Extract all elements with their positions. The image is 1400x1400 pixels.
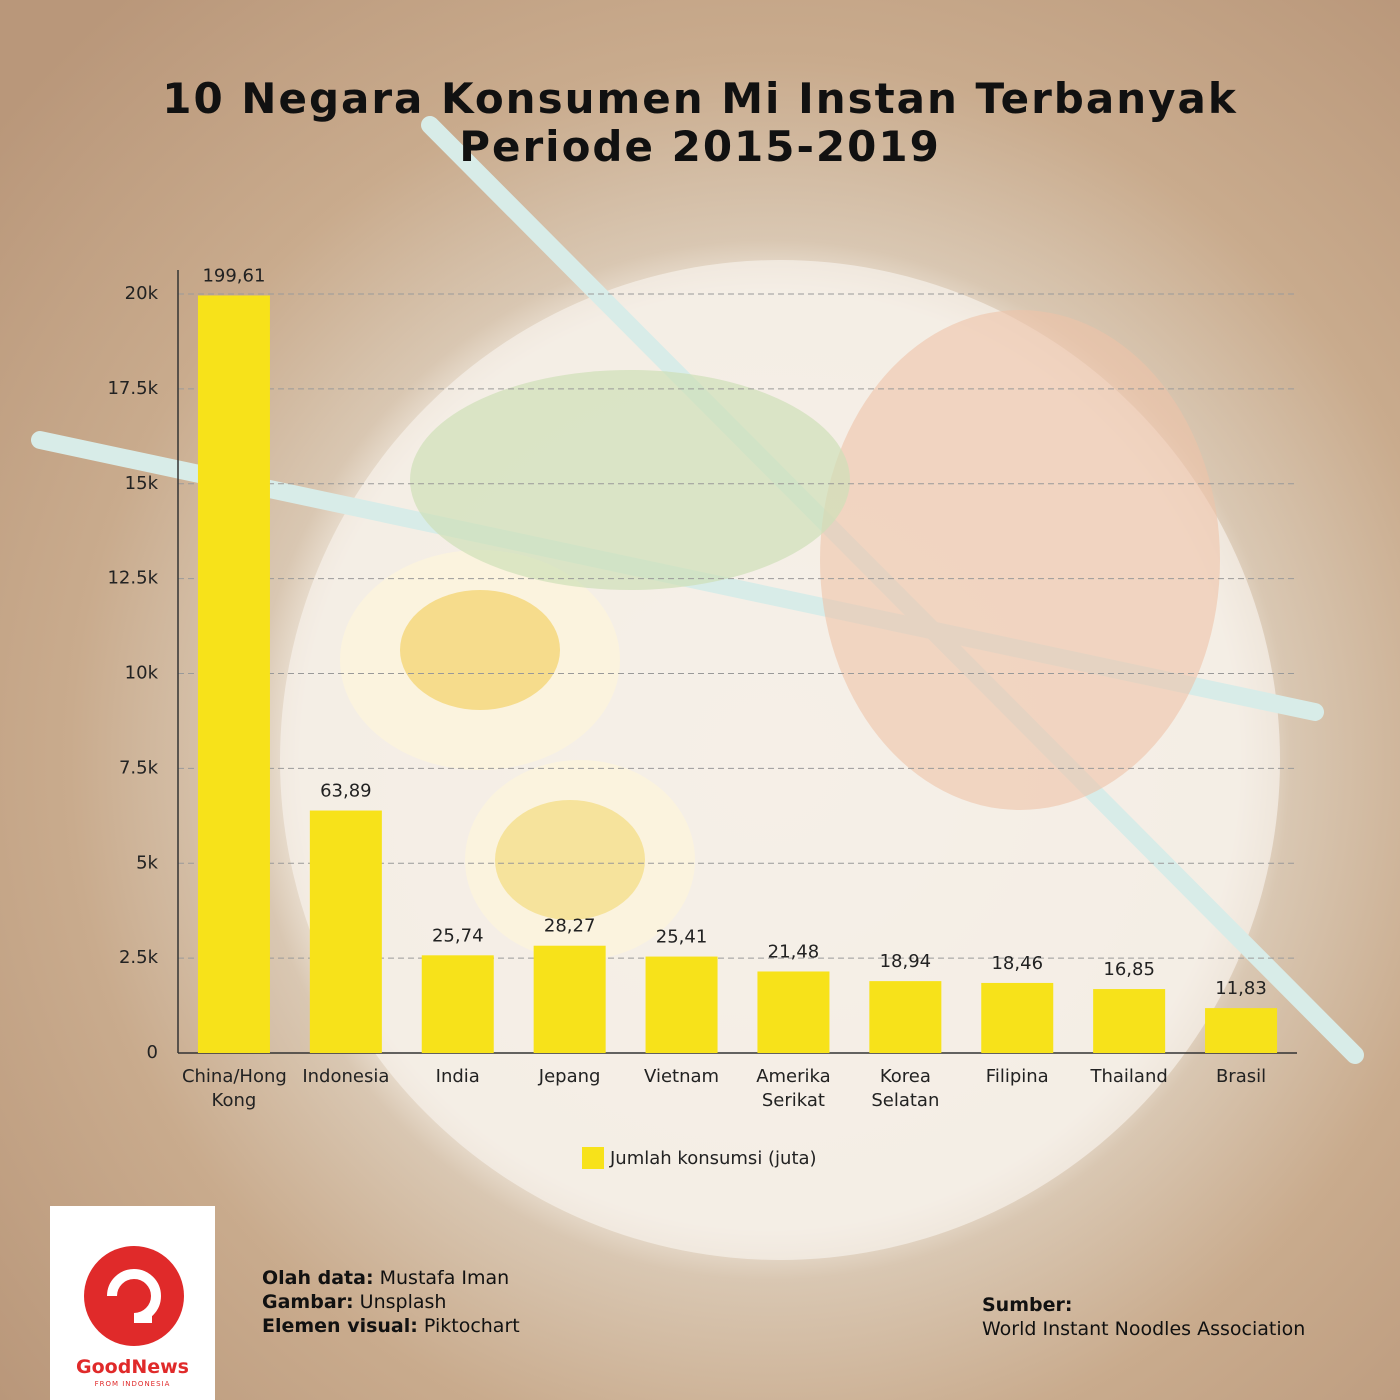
y-tick-label: 20k xyxy=(125,283,159,304)
meat xyxy=(820,310,1220,810)
value-label: 11,83 xyxy=(1215,978,1267,999)
bar xyxy=(1093,989,1166,1053)
credit: Elemen visual: Piktochart xyxy=(262,1314,520,1338)
credit-value: Unsplash xyxy=(359,1291,447,1313)
credit-label: Gambar: xyxy=(262,1291,354,1313)
egg-yolk xyxy=(400,590,560,710)
y-tick-label: 17.5k xyxy=(107,378,158,399)
credit-value: Mustafa Iman xyxy=(379,1267,510,1289)
value-label: 63,89 xyxy=(320,781,372,802)
value-label: 25,41 xyxy=(656,927,708,948)
source: Sumber: World Instant Noodles Associatio… xyxy=(982,1293,1305,1341)
x-tick-label: Thailand xyxy=(1090,1066,1168,1087)
bar xyxy=(757,971,830,1053)
credit-label: Olah data: xyxy=(262,1267,374,1289)
bar xyxy=(981,982,1054,1053)
logo: GoodNews FROM INDONESIA xyxy=(50,1206,215,1400)
bar xyxy=(421,955,494,1053)
bar xyxy=(533,945,606,1053)
legend-label: Jumlah konsumsi (juta) xyxy=(609,1148,817,1169)
greens xyxy=(410,370,850,590)
y-tick-label: 2.5k xyxy=(119,947,159,968)
y-tick-label: 15k xyxy=(125,473,159,494)
x-tick-label: Vietnam xyxy=(644,1066,720,1087)
x-tick-label: Jepang xyxy=(538,1066,601,1087)
bar xyxy=(309,810,382,1053)
egg-yolk xyxy=(495,800,645,920)
logo-name: GoodNews xyxy=(76,1356,189,1378)
credit-value: Piktochart xyxy=(423,1315,520,1337)
y-tick-label: 12.5k xyxy=(107,568,158,589)
x-tick-label: China/Hong Kong xyxy=(181,1066,287,1111)
chart-title: 10 Negara Konsumen Mi Instan Terbanyak xyxy=(162,74,1238,123)
bar xyxy=(1205,1008,1278,1053)
credit: Gambar: Unsplash xyxy=(262,1290,520,1314)
logo-g xyxy=(107,1269,161,1323)
logo-mark xyxy=(84,1246,184,1346)
x-tick-label: Filipina xyxy=(985,1066,1049,1087)
credit-label: Elemen visual: xyxy=(262,1315,418,1337)
logo-emblem xyxy=(84,1246,184,1346)
source-label: Sumber: xyxy=(982,1294,1073,1316)
x-tick-label: Brasil xyxy=(1215,1066,1267,1087)
credits: Olah data: Mustafa Iman Gambar: Unsplash… xyxy=(262,1266,520,1338)
y-tick-label: 0 xyxy=(147,1042,158,1063)
bar xyxy=(869,981,942,1053)
y-tick-label: 7.5k xyxy=(119,757,159,778)
y-tick-label: 5k xyxy=(136,852,158,873)
x-tick-label: India xyxy=(435,1066,480,1087)
x-tick-label: Indonesia xyxy=(302,1066,390,1087)
value-label: 18,46 xyxy=(991,953,1043,974)
value-label: 28,27 xyxy=(544,916,596,937)
x-tick-label: Korea Selatan xyxy=(871,1066,940,1111)
logo-tagline: FROM INDONESIA xyxy=(94,1380,171,1388)
legend-swatch xyxy=(582,1147,604,1169)
value-label: 25,74 xyxy=(432,925,484,946)
credit: Olah data: Mustafa Iman xyxy=(262,1266,520,1290)
bar xyxy=(645,956,718,1053)
value-label: 199,61 xyxy=(202,265,265,286)
chart-subtitle: Periode 2015-2019 xyxy=(459,122,941,171)
x-tick-label: Amerika Serikat xyxy=(756,1066,831,1111)
value-label: 16,85 xyxy=(1103,959,1155,980)
y-tick-label: 10k xyxy=(125,663,159,684)
bar xyxy=(197,295,270,1053)
value-label: 21,48 xyxy=(768,941,820,962)
source-value: World Instant Noodles Association xyxy=(982,1318,1306,1340)
value-label: 18,94 xyxy=(880,951,932,972)
